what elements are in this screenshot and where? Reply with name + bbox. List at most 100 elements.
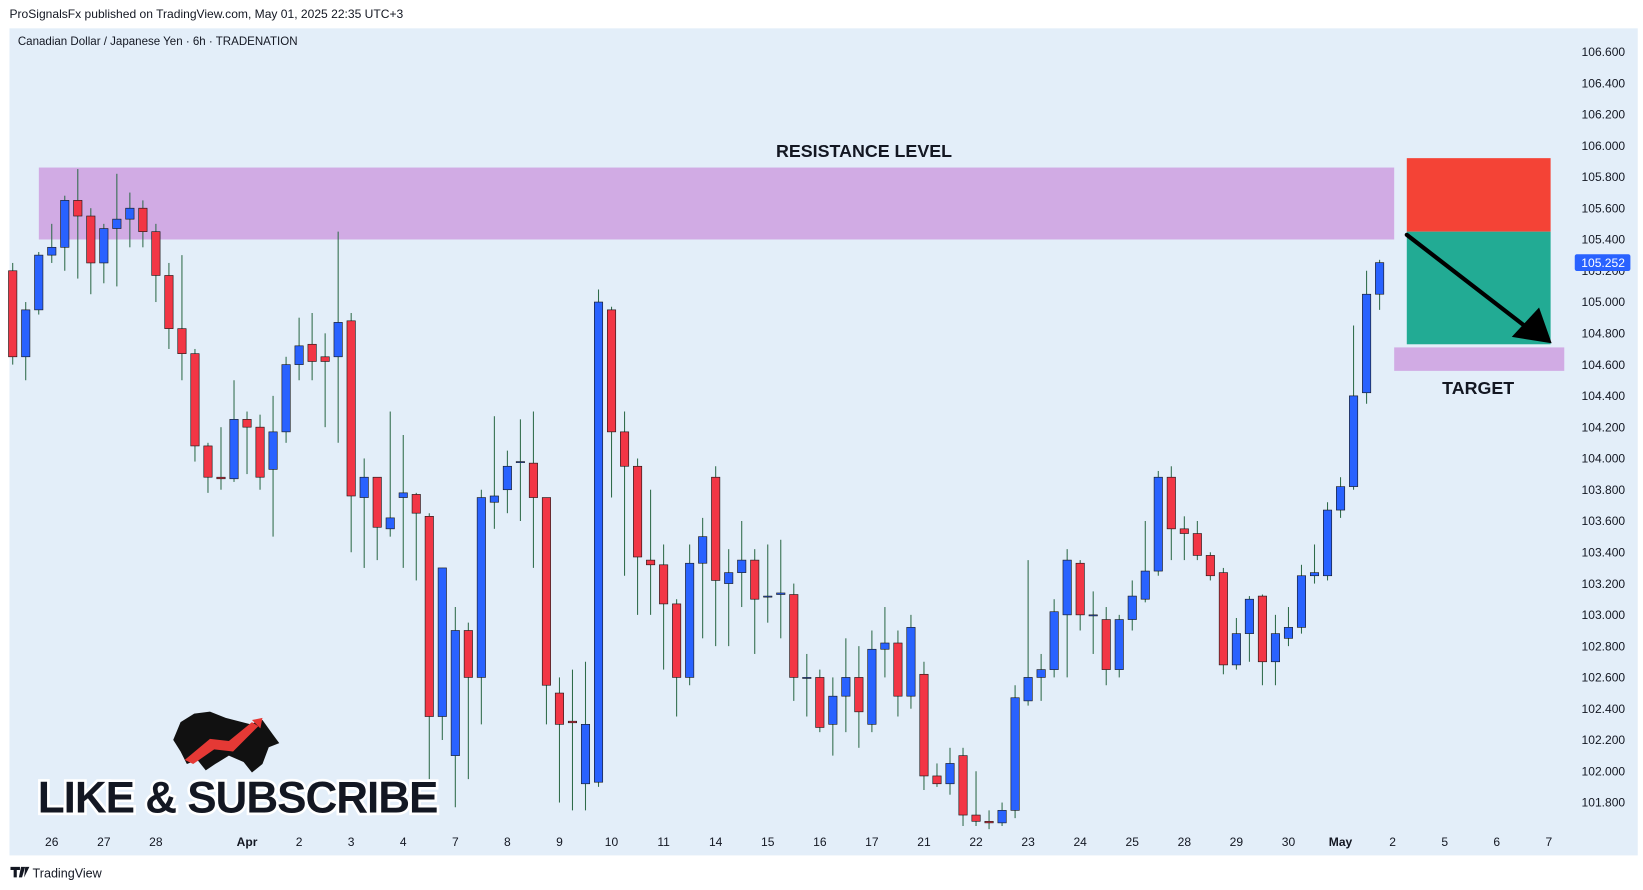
candle-body <box>1283 627 1293 639</box>
x-tick-label: 30 <box>1282 835 1296 849</box>
y-tick-label: 103.000 <box>1582 608 1626 622</box>
resistance-label: RESISTANCE LEVEL <box>776 141 952 161</box>
candle-body <box>21 309 31 358</box>
x-tick-label: 23 <box>1021 835 1035 849</box>
y-tick-label: 105.000 <box>1582 295 1626 309</box>
candle-body <box>698 536 708 564</box>
x-tick-label: May <box>1329 835 1353 849</box>
candle-body <box>34 254 44 311</box>
y-tick-label: 104.400 <box>1582 389 1626 403</box>
stop-zone <box>1406 158 1551 232</box>
candle-body <box>1101 619 1111 670</box>
x-tick-label: 7 <box>452 835 459 849</box>
candle-body <box>268 431 278 470</box>
badge-text: LIKE & SUBSCRIBE <box>38 773 438 822</box>
candle-body <box>1010 697 1020 811</box>
candle-body <box>1166 476 1176 530</box>
candle-body <box>60 200 70 248</box>
footer-text: TradingView <box>33 866 103 880</box>
x-tick-label: 10 <box>605 835 619 849</box>
candle-body <box>437 567 447 717</box>
candle-body <box>476 497 486 678</box>
chart-title: Canadian Dollar / Japanese Yen · 6h · TR… <box>18 36 298 48</box>
candle-body <box>99 228 109 264</box>
x-tick-label: 16 <box>813 835 827 849</box>
y-tick-label: 102.400 <box>1582 702 1626 716</box>
candle-body <box>333 322 343 358</box>
x-tick-label: 26 <box>45 835 59 849</box>
candle-body <box>724 572 734 584</box>
candle-body <box>385 517 395 530</box>
x-tick-label: 9 <box>556 835 563 849</box>
y-tick-label: 102.200 <box>1582 733 1626 747</box>
candle-body <box>125 207 135 220</box>
candle-body <box>177 328 187 354</box>
candle-body <box>320 356 330 362</box>
candle-body <box>567 720 577 724</box>
candle-body <box>1296 575 1307 628</box>
target-zone <box>1394 347 1565 371</box>
candle-body <box>763 595 773 598</box>
candle-body <box>932 775 942 785</box>
candle-body <box>1049 611 1059 670</box>
candle-body <box>554 692 564 725</box>
candle-body <box>854 677 864 713</box>
candle-body <box>541 497 551 686</box>
candle-body <box>372 476 382 528</box>
candle-body <box>229 419 239 480</box>
candle-body <box>411 494 421 514</box>
candle-body <box>841 677 851 697</box>
x-tick-label: 28 <box>1178 835 1192 849</box>
candle-body <box>1036 669 1046 678</box>
candle-body <box>203 445 213 478</box>
candle-body <box>1179 528 1189 534</box>
x-tick-label: 21 <box>917 835 931 849</box>
candle-body <box>255 426 265 478</box>
candle-body <box>593 301 604 783</box>
candle-body <box>1140 570 1150 600</box>
candle-body <box>815 677 825 728</box>
x-tick-label: 29 <box>1230 835 1244 849</box>
candle-body <box>398 492 408 498</box>
y-tick-label: 104.200 <box>1582 420 1626 434</box>
candle-body <box>880 642 890 650</box>
footer-logo: TradingView <box>10 866 103 880</box>
candle-body <box>1375 262 1385 295</box>
y-tick-label: 104.000 <box>1582 452 1626 466</box>
candle-body <box>138 207 148 232</box>
candle-body <box>1088 614 1098 617</box>
candle-body <box>1309 572 1320 577</box>
x-tick-label: 11 <box>657 835 670 849</box>
y-tick-label: 105.800 <box>1582 170 1626 184</box>
candle-body <box>1153 476 1163 572</box>
candle-body <box>997 810 1007 824</box>
candle-body <box>164 275 174 329</box>
candle-body <box>607 309 617 433</box>
candle-body <box>1192 533 1202 556</box>
candle-body <box>919 673 929 777</box>
x-tick-label: 24 <box>1073 835 1087 849</box>
x-tick-label: 27 <box>97 835 111 849</box>
candle-body <box>1270 633 1280 663</box>
candle-body <box>281 364 291 433</box>
y-tick-label: 103.600 <box>1582 514 1626 528</box>
candle-body <box>502 465 512 491</box>
x-tick-label: 2 <box>1389 835 1396 849</box>
plot: RESISTANCE LEVEL TARGET 101.800 102.000 102.… <box>8 45 1631 849</box>
candle-body <box>1075 562 1085 616</box>
candle-body <box>646 559 656 566</box>
candle-body <box>1323 509 1333 577</box>
y-tick-label: 103.800 <box>1582 483 1626 497</box>
candle-body <box>659 564 669 605</box>
target-label: TARGET <box>1442 378 1514 398</box>
candle-body <box>307 343 317 362</box>
y-tick-label: 106.600 <box>1582 45 1626 59</box>
arrow-head <box>1511 307 1552 344</box>
x-tick-label: 2 <box>296 835 303 849</box>
candle-body <box>802 677 812 679</box>
candle-body <box>620 431 630 467</box>
candle-body <box>489 495 499 503</box>
y-tick-label: 106.400 <box>1582 76 1626 90</box>
candle-body <box>346 320 356 497</box>
